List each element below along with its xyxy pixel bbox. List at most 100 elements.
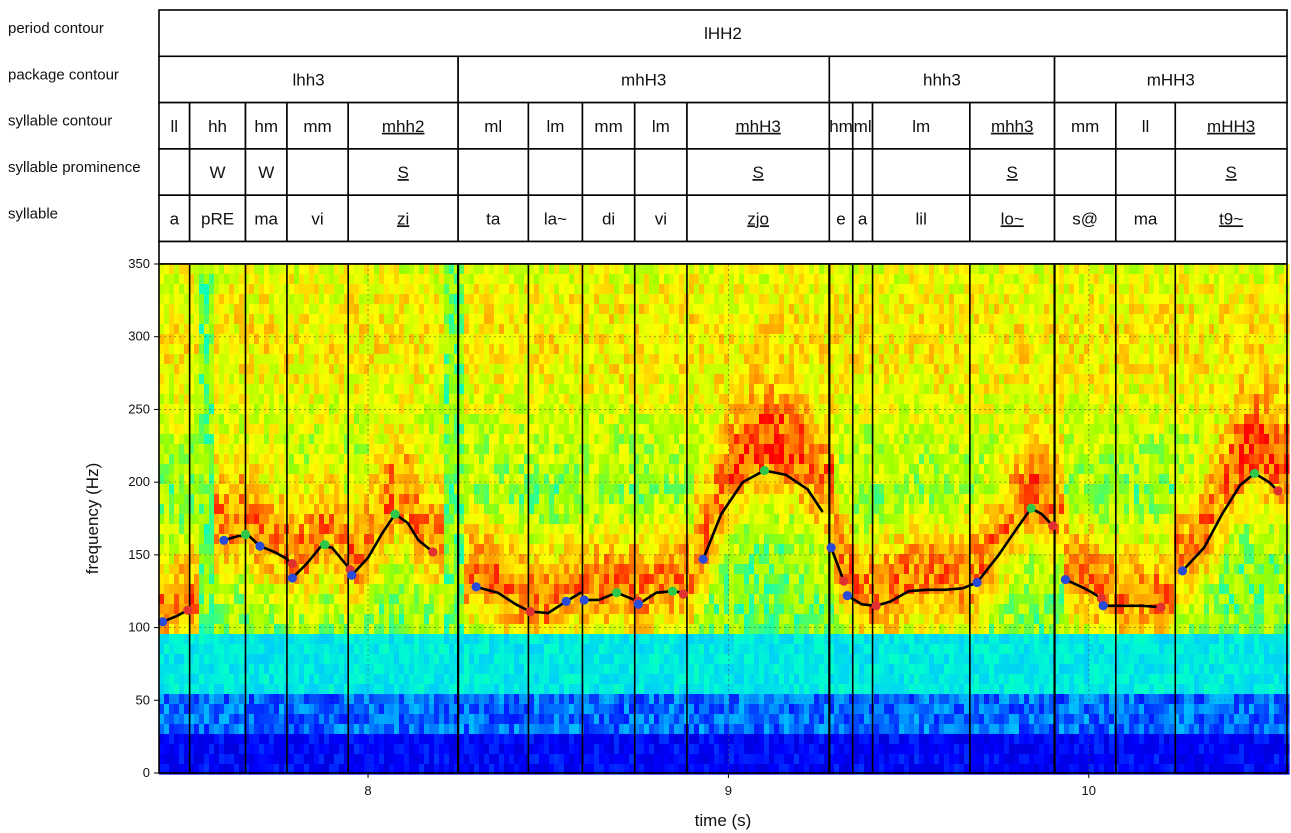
spectrogram-cell <box>384 554 390 565</box>
spectrogram-cell <box>239 404 245 415</box>
spectrogram-cell <box>214 644 220 655</box>
tier-cell-text: ta <box>486 209 501 228</box>
spectrogram-cell <box>319 484 325 495</box>
spectrogram-cell <box>229 614 235 625</box>
spectrogram-cell <box>559 644 565 655</box>
spectrogram-cell <box>539 324 545 335</box>
spectrogram-cell <box>534 454 540 465</box>
spectrogram-cell <box>214 434 220 445</box>
spectrogram-cell <box>324 694 330 705</box>
spectrogram-cell <box>564 394 570 405</box>
spectrogram-cell <box>274 574 280 585</box>
spectrogram-cell <box>439 764 445 775</box>
spectrogram-cell <box>239 444 245 455</box>
spectrogram-cell <box>229 764 235 775</box>
spectrogram-cell <box>169 434 175 445</box>
spectrogram-cell <box>159 744 165 755</box>
spectrogram-cell <box>564 554 570 565</box>
spectrogram-cell <box>559 334 565 345</box>
spectrogram-cell <box>459 384 465 395</box>
spectrogram-cell <box>169 294 175 305</box>
spectrogram-cell <box>444 484 450 495</box>
spectrogram-cell <box>619 384 625 395</box>
spectrogram-cell <box>234 474 240 485</box>
spectrogram-cell <box>429 694 435 705</box>
spectrogram-cell <box>314 384 320 395</box>
spectrogram-cell <box>384 664 390 675</box>
spectrogram-cell <box>449 684 455 695</box>
spectrogram-cell <box>184 644 190 655</box>
spectrogram-cell <box>514 654 520 665</box>
spectrogram-cell <box>584 324 590 335</box>
spectrogram-cell <box>269 474 275 485</box>
spectrogram-cell <box>404 734 410 745</box>
spectrogram-cell <box>549 744 555 755</box>
spectrogram-cell <box>169 454 175 465</box>
spectrogram-cell <box>169 634 175 645</box>
spectrogram-cell <box>494 424 500 435</box>
spectrogram-cell <box>589 744 595 755</box>
spectrogram-cell <box>359 734 365 745</box>
spectrogram-cell <box>309 714 315 725</box>
spectrogram-cell <box>544 264 550 275</box>
spectrogram-cell <box>529 624 535 635</box>
spectrogram-cell <box>524 294 530 305</box>
spectrogram-cell <box>369 534 375 545</box>
spectrogram-cell <box>174 654 180 665</box>
spectrogram-cell <box>474 484 480 495</box>
spectrogram-cell <box>354 684 360 695</box>
spectrogram-cell <box>204 554 210 565</box>
spectrogram-cell <box>334 404 340 415</box>
spectrogram-cell <box>399 564 405 575</box>
spectrogram-cell <box>349 514 355 525</box>
spectrogram-cell <box>359 514 365 525</box>
spectrogram-cell <box>449 404 455 415</box>
spectrogram-cell <box>334 654 340 665</box>
spectrogram-cell <box>184 384 190 395</box>
spectrogram-cell <box>274 384 280 395</box>
spectrogram-cell <box>624 614 630 625</box>
spectrogram-cell <box>259 624 265 635</box>
spectrogram-cell <box>309 744 315 755</box>
tier-cell-text: zi <box>397 209 409 228</box>
spectrogram-cell <box>319 374 325 385</box>
spectrogram-cell <box>489 514 495 525</box>
spectrogram-cell <box>544 624 550 635</box>
spectrogram-cell <box>509 354 515 365</box>
spectrogram-cell <box>629 274 635 285</box>
spectrogram-cell <box>394 694 400 705</box>
spectrogram-cell <box>464 284 470 295</box>
spectrogram-cell <box>569 614 575 625</box>
spectrogram-cell <box>329 274 335 285</box>
spectrogram-cell <box>249 654 255 665</box>
spectrogram-cell <box>629 664 635 675</box>
spectrogram-cell <box>569 304 575 315</box>
spectrogram-cell <box>424 434 430 445</box>
spectrogram-cell <box>229 284 235 295</box>
spectrogram-cell <box>464 594 470 605</box>
spectrogram-cell <box>594 504 600 515</box>
spectrogram-cell <box>569 434 575 445</box>
spectrogram-cell <box>184 614 190 625</box>
spectrogram-cell <box>219 544 225 555</box>
spectrogram-cell <box>424 574 430 585</box>
spectrogram-cell <box>464 354 470 365</box>
spectrogram-cell <box>594 474 600 485</box>
spectrogram-cell <box>244 304 250 315</box>
spectrogram-cell <box>439 724 445 735</box>
spectrogram-cell <box>469 484 475 495</box>
spectrogram-cell <box>439 444 445 455</box>
spectrogram-cell <box>344 734 350 745</box>
spectrogram-cell <box>469 624 475 635</box>
spectrogram-cell <box>479 494 485 505</box>
spectrogram-cell <box>169 584 175 595</box>
spectrogram-cell <box>379 274 385 285</box>
spectrogram-cell <box>569 284 575 295</box>
spectrogram-cell <box>214 744 220 755</box>
spectrogram-cell <box>239 364 245 375</box>
spectrogram-cell <box>574 724 580 735</box>
spectrogram-cell <box>244 494 250 505</box>
spectrogram-cell <box>474 354 480 365</box>
spectrogram-cell <box>249 644 255 655</box>
spectrogram-cell <box>309 404 315 415</box>
